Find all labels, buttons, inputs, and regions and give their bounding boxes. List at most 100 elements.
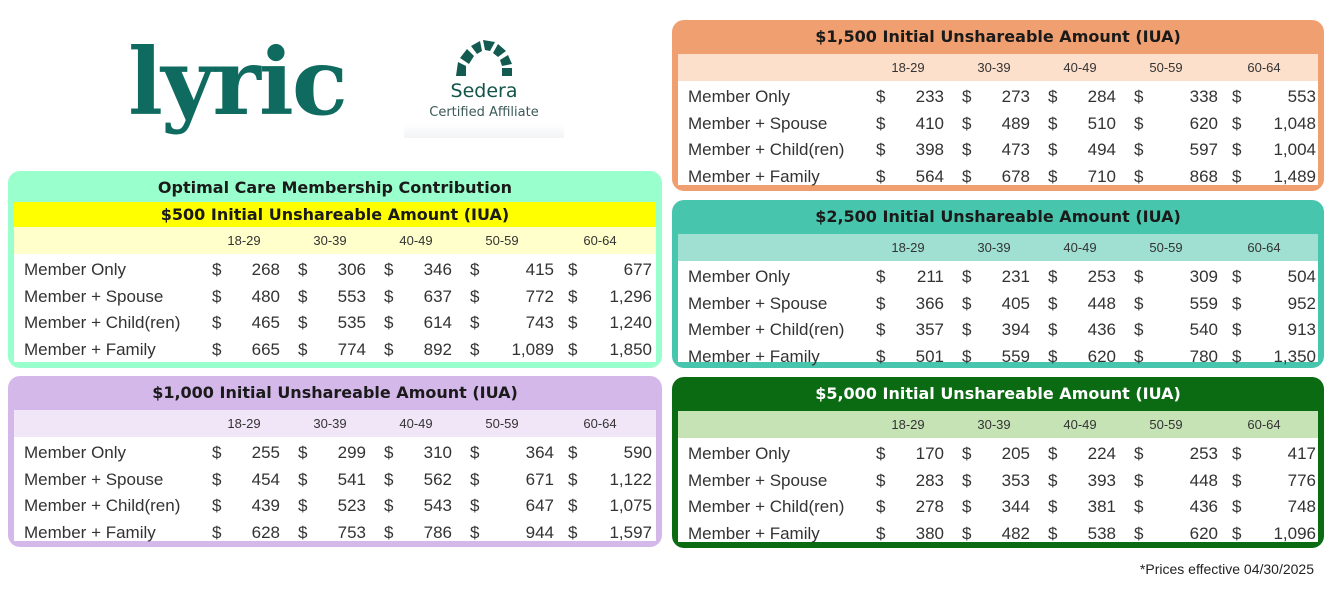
rate-value: 780 (1189, 346, 1218, 366)
rate-value: 892 (423, 339, 452, 359)
rate-value: 224 (1087, 444, 1116, 463)
rate-value: 1,122 (609, 469, 652, 489)
rate-value: 614 (423, 313, 452, 332)
currency-sign: $ (568, 260, 578, 279)
currency-sign: $ (962, 346, 972, 366)
rate-value: 231 (1001, 267, 1030, 286)
currency-sign: $ (384, 496, 394, 515)
sedera-arch-icon (456, 40, 512, 76)
sedera-subtitle: Certified Affiliate (429, 105, 539, 120)
currency-sign: $ (1048, 523, 1058, 543)
currency-sign: $ (1232, 470, 1242, 490)
rate-value: 665 (251, 339, 280, 359)
currency-sign: $ (568, 339, 578, 359)
currency-sign: $ (1232, 497, 1242, 516)
row-label: Member + Child(ren) (688, 497, 845, 516)
table-row: Member + Family $628 $753 $786 $944 $1,597 (14, 520, 656, 546)
currency-sign: $ (1134, 470, 1144, 490)
rate-value: 489 (1001, 113, 1030, 133)
age-header-50-59: 50-59 (1149, 60, 1183, 75)
row-label: Member + Child(ren) (24, 496, 181, 515)
rate-value: 504 (1287, 267, 1316, 286)
panel-title: Optimal Care Membership Contribution (157, 178, 513, 197)
age-header-30-39: 30-39 (977, 240, 1011, 255)
currency-sign: $ (212, 313, 222, 332)
age-header-50-59: 50-59 (485, 416, 519, 431)
row-label: Member + Family (688, 166, 820, 186)
age-header-40-49: 40-49 (1063, 60, 1097, 75)
currency-sign: $ (962, 293, 972, 313)
row-label: Member + Spouse (688, 470, 828, 490)
currency-sign: $ (212, 286, 222, 306)
currency-sign: $ (212, 522, 222, 542)
currency-sign: $ (384, 339, 394, 359)
currency-sign: $ (962, 140, 972, 159)
age-header: 18-29 30-39 40-49 50-59 60-64 (678, 411, 1318, 438)
currency-sign: $ (876, 140, 886, 159)
rate-value: 1,004 (1273, 140, 1316, 159)
rate-value: 482 (1001, 523, 1030, 543)
rate-value: 553 (337, 286, 366, 306)
table-row: Member + Child(ren) $465 $535 $614 $743 $1,24… (14, 310, 656, 336)
currency-sign: $ (384, 522, 394, 542)
rate-value: 448 (1087, 293, 1116, 313)
currency-sign: $ (1232, 320, 1242, 339)
table-row: Member Only $255 $299 $310 $364 $590 (14, 440, 656, 466)
currency-sign: $ (384, 286, 394, 306)
rate-value: 393 (1087, 470, 1116, 490)
panel-iua500: Optimal Care Membership Contribution $500… (8, 171, 662, 368)
panel-title: $1,000 Initial Unshareable Amount (IUA) (152, 383, 518, 402)
age-header-40-49: 40-49 (1063, 240, 1097, 255)
currency-sign: $ (962, 267, 972, 286)
table-row: Member + Spouse $454 $541 $562 $671 $1,122 (14, 467, 656, 493)
rate-value: 284 (1087, 87, 1116, 106)
rate-value: 1,096 (1273, 523, 1316, 543)
currency-sign: $ (298, 260, 308, 279)
rate-value: 211 (916, 267, 944, 286)
currency-sign: $ (568, 313, 578, 332)
rate-value: 494 (1087, 140, 1116, 159)
rate-value: 448 (1189, 470, 1218, 490)
rate-value: 366 (915, 293, 944, 313)
rate-table: 18-29 30-39 40-49 50-59 60-64 Member Only $170… (678, 411, 1318, 543)
rate-value: 774 (337, 339, 366, 359)
rate-value: 338 (1189, 87, 1218, 106)
rate-value: 255 (251, 443, 280, 462)
currency-sign: $ (1232, 140, 1242, 159)
rate-value: 678 (1001, 166, 1030, 186)
currency-sign: $ (962, 113, 972, 133)
age-header-50-59: 50-59 (485, 233, 519, 248)
currency-sign: $ (568, 443, 578, 462)
row-label: Member Only (688, 87, 791, 106)
rate-table: 18-29 30-39 40-49 50-59 60-64 Member Only $255… (14, 410, 656, 542)
rate-value: 1,075 (609, 496, 652, 515)
currency-sign: $ (568, 522, 578, 542)
age-header-18-29: 18-29 (227, 416, 261, 431)
rate-value: 753 (337, 522, 366, 542)
age-header: 18-29 30-39 40-49 50-59 60-64 (678, 54, 1318, 81)
rate-value: 538 (1087, 523, 1116, 543)
currency-sign: $ (962, 444, 972, 463)
age-header-60-64: 60-64 (1247, 417, 1281, 432)
panel-title: $2,500 Initial Unshareable Amount (IUA) (815, 207, 1181, 226)
currency-sign: $ (298, 286, 308, 306)
age-header-60-64: 60-64 (1247, 60, 1281, 75)
rate-value: 1,296 (609, 286, 652, 306)
rate-value: 417 (1287, 444, 1316, 463)
currency-sign: $ (962, 166, 972, 186)
currency-sign: $ (1134, 523, 1144, 543)
rate-value: 541 (337, 469, 366, 489)
rate-value: 380 (915, 523, 944, 543)
currency-sign: $ (384, 260, 394, 279)
rate-table: 18-29 30-39 40-49 50-59 60-64 Member Only $211… (678, 234, 1318, 366)
age-header-18-29: 18-29 (227, 233, 261, 248)
age-header-18-29: 18-29 (891, 240, 925, 255)
rate-value: 510 (1087, 113, 1116, 133)
rate-value: 405 (1001, 293, 1030, 313)
rate-value: 310 (423, 443, 452, 462)
row-label: Member + Spouse (24, 469, 164, 489)
currency-sign: $ (1134, 444, 1144, 463)
table-row: Member + Child(ren) $439 $523 $543 $647 $1,07… (14, 493, 656, 519)
rate-value: 364 (525, 443, 554, 462)
rate-value: 309 (1189, 267, 1218, 286)
